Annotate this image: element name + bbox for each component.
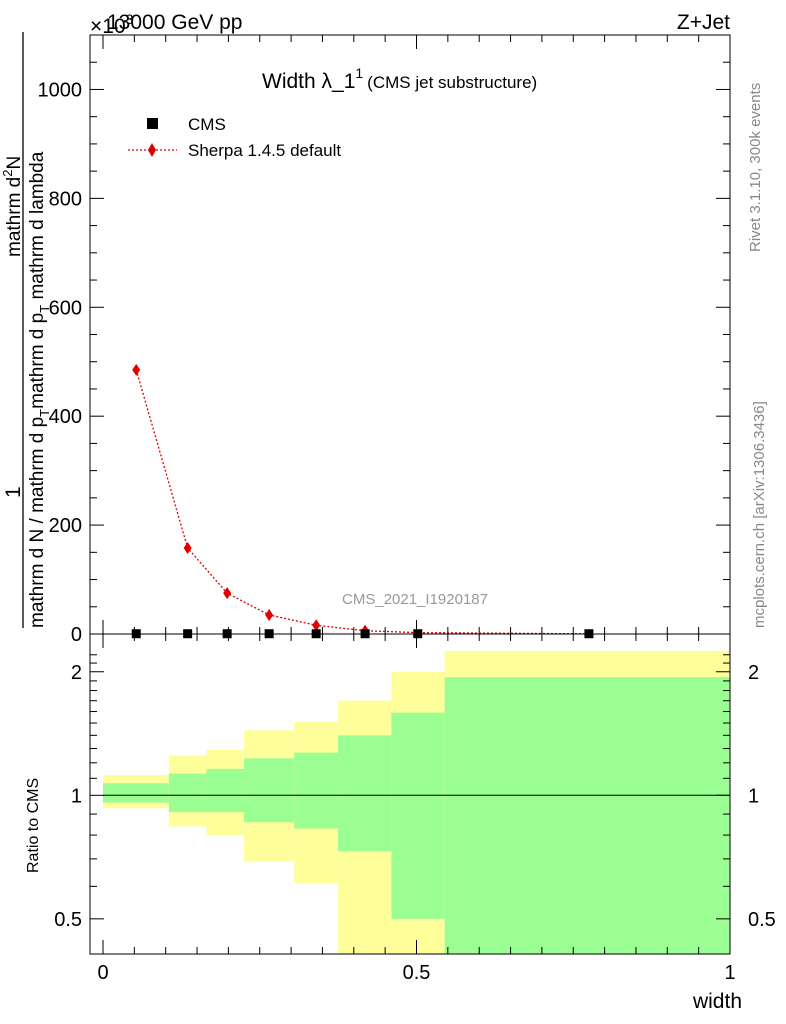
sherpa-line bbox=[135, 369, 589, 635]
sherpa-point bbox=[223, 587, 232, 600]
main-ytick-label: 1000 bbox=[38, 79, 83, 101]
ratio-plot: 0.5 0.5 1 1 2 2 0 0.5 1 Ratio to CMS width bbox=[25, 633, 776, 1013]
ratio-band-inner bbox=[391, 712, 445, 919]
main-ytick-label: 0 bbox=[71, 624, 82, 646]
main-tick-labels: 0 200 400 600 800 1000 bbox=[38, 79, 83, 646]
ratio-ytick-label: 1 bbox=[71, 785, 82, 807]
sherpa-point bbox=[132, 363, 141, 376]
xtick-label: 0.5 bbox=[403, 962, 431, 984]
sherpa-point bbox=[312, 619, 321, 632]
ylabel-denominator-sub: T bbox=[37, 409, 52, 417]
ratio-band-inner bbox=[294, 752, 339, 829]
ratio-band-inner bbox=[338, 735, 392, 852]
sherpa-point bbox=[265, 608, 274, 621]
ylabel-rhs-main: mathrm d p bbox=[27, 313, 48, 409]
main-ytick-label: 400 bbox=[49, 406, 82, 428]
ratio-tick-labels: 0.5 0.5 1 1 2 2 0 0.5 1 bbox=[54, 662, 776, 984]
ratio-ytick-label-right: 0.5 bbox=[748, 909, 776, 931]
main-ytick-label: 800 bbox=[49, 188, 82, 210]
ylabel-top-end: N bbox=[4, 156, 25, 170]
main-plot: 0 200 400 600 800 1000 CMS_2021_I1920187 Widt… bbox=[38, 34, 731, 646]
plot-title: Width λ_11 (CMS jet substructure) bbox=[262, 65, 537, 93]
rivet-label: Rivet 3.1.10, 300k events bbox=[747, 83, 764, 252]
ratio-axis-ticks bbox=[90, 634, 731, 954]
main-ylabel: 1 mathrm d N / mathrm d pTmathrm d pT ma… bbox=[0, 32, 52, 628]
exponent-power: 3 bbox=[126, 11, 134, 27]
legend: CMS Sherpa 1.4.5 default bbox=[128, 115, 341, 160]
plot-title-main: Width λ_1 bbox=[262, 70, 355, 93]
plot-title-sup: 1 bbox=[355, 65, 363, 81]
plot-subtitle: (CMS jet substructure) bbox=[367, 73, 537, 92]
ylabel-rhs-sub: T bbox=[37, 305, 52, 313]
exponent-base: ×10 bbox=[90, 15, 126, 38]
x-axis-label: width bbox=[692, 990, 742, 1013]
ratio-band-inner bbox=[206, 768, 245, 813]
main-ytick-label: 600 bbox=[49, 297, 82, 319]
legend-sherpa-marker bbox=[148, 143, 156, 157]
legend-sherpa-label: Sherpa 1.4.5 default bbox=[188, 141, 341, 160]
ratio-band-inner bbox=[244, 758, 295, 823]
xtick-label: 1 bbox=[724, 962, 735, 984]
ratio-band-inner bbox=[168, 773, 207, 813]
ylabel-top: mathrm d2N bbox=[0, 156, 25, 257]
ratio-ytick-label-right: 2 bbox=[748, 662, 759, 684]
mcplots-label: mcplots.cern.ch [arXiv:1306.3436] bbox=[751, 401, 768, 628]
header-left: 13000 GeV pp bbox=[107, 11, 242, 34]
ratio-frame bbox=[89, 633, 731, 955]
main-ytick-label: 200 bbox=[49, 515, 82, 537]
ratio-ytick-label: 0.5 bbox=[54, 909, 82, 931]
ylabel-denominator: mathrm d N / mathrm d pTmathrm d pT math… bbox=[27, 151, 52, 628]
ratio-ytick-label-right: 1 bbox=[748, 785, 759, 807]
ylabel-top-main: mathrm d bbox=[4, 177, 25, 257]
sherpa-point bbox=[183, 541, 192, 554]
legend-cms-marker bbox=[147, 118, 158, 129]
ratio-ytick-label: 2 bbox=[71, 662, 82, 684]
ratio-band-inner bbox=[103, 783, 169, 803]
watermark: CMS_2021_I1920187 bbox=[342, 591, 488, 608]
exponent-label: ×103 bbox=[90, 11, 134, 38]
ylabel-numerator: 1 bbox=[2, 486, 25, 498]
ratio-ylabel: Ratio to CMS bbox=[25, 778, 42, 873]
ylabel-top-sup: 2 bbox=[0, 170, 15, 177]
legend-cms-label: CMS bbox=[188, 115, 226, 134]
ratio-bands bbox=[103, 650, 730, 954]
ylabel-rhs-suffix: mathrm d lambda bbox=[27, 151, 48, 305]
ylabel-denominator-main: mathrm d N / mathrm d p bbox=[27, 417, 48, 628]
xtick-label: 0 bbox=[97, 962, 108, 984]
header-right: Z+Jet bbox=[677, 11, 730, 34]
ratio-band-inner bbox=[444, 677, 730, 954]
